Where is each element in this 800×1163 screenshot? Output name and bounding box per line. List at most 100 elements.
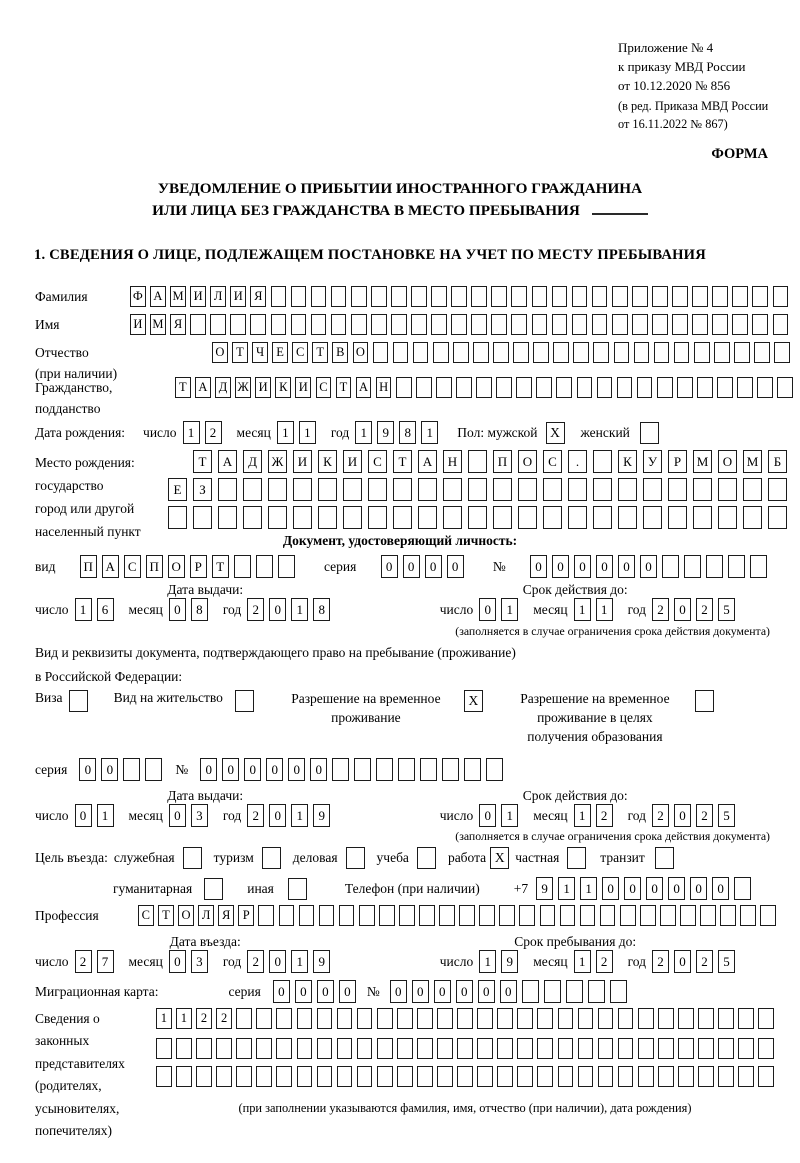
checkbox-visa[interactable] [68, 690, 88, 712]
char-cell[interactable] [559, 905, 576, 926]
char-cell[interactable] [278, 905, 295, 926]
char-cell[interactable]: П [145, 555, 163, 578]
char-cell[interactable] [609, 980, 627, 1003]
char-cell[interactable]: 1 [298, 421, 316, 444]
char-cell[interactable]: Ч [252, 342, 268, 363]
char-cell[interactable]: К [318, 450, 337, 473]
char-cell[interactable] [672, 286, 688, 307]
char-cell[interactable]: 9 [377, 421, 395, 444]
char-cell[interactable]: С [292, 342, 308, 363]
char-cell[interactable] [521, 980, 539, 1003]
char-cell[interactable]: 9 [501, 950, 519, 973]
char-cell[interactable] [276, 1038, 293, 1059]
char-cell[interactable] [468, 478, 487, 501]
char-cell[interactable] [392, 342, 409, 363]
checkbox-transit[interactable] [654, 847, 674, 869]
char-cell[interactable]: 5 [718, 598, 735, 621]
char-cell[interactable]: 9 [313, 804, 331, 827]
char-cell[interactable] [616, 377, 633, 398]
char-cell[interactable]: 0 [269, 804, 287, 827]
char-cell[interactable]: 0 [479, 598, 497, 621]
char-cell[interactable] [676, 377, 693, 398]
char-cell[interactable] [698, 1066, 714, 1087]
char-cell[interactable] [743, 506, 762, 529]
char-cell[interactable] [657, 1008, 674, 1029]
char-cell[interactable]: 3 [190, 950, 208, 973]
char-cell[interactable] [743, 478, 762, 501]
char-cell[interactable] [593, 478, 612, 501]
char-cell[interactable] [678, 1008, 694, 1029]
char-cell[interactable]: Л [210, 286, 226, 307]
char-cell[interactable] [579, 905, 596, 926]
char-cell[interactable]: 0 [477, 980, 495, 1003]
char-cell[interactable] [683, 555, 701, 578]
char-cell[interactable] [768, 478, 787, 501]
char-cell[interactable]: 0 [433, 980, 451, 1003]
char-cell[interactable]: Т [393, 450, 412, 473]
char-cell[interactable] [516, 377, 533, 398]
char-cell[interactable] [230, 314, 247, 335]
char-cell[interactable]: Т [312, 342, 329, 363]
char-cell[interactable] [543, 506, 562, 529]
char-cell[interactable]: 1 [291, 950, 309, 973]
char-cell[interactable]: П [79, 555, 97, 578]
char-cell[interactable] [477, 1008, 493, 1029]
char-cell[interactable]: 2 [247, 950, 265, 973]
char-cell[interactable]: 1 [595, 598, 613, 621]
char-cell[interactable]: 8 [190, 598, 208, 621]
char-cell[interactable] [210, 314, 226, 335]
char-cell[interactable] [479, 905, 496, 926]
char-cell[interactable] [752, 314, 769, 335]
char-cell[interactable] [556, 377, 573, 398]
char-cell[interactable] [486, 758, 504, 781]
char-cell[interactable]: 0 [200, 758, 218, 781]
char-cell[interactable] [497, 1038, 514, 1059]
char-cell[interactable] [637, 1038, 654, 1059]
char-cell[interactable] [565, 980, 583, 1003]
char-cell[interactable] [477, 1038, 493, 1059]
char-cell[interactable]: 0 [244, 758, 262, 781]
checkbox-temp-residence[interactable]: X [463, 690, 483, 712]
char-cell[interactable]: 0 [446, 555, 464, 578]
char-cell[interactable] [499, 905, 516, 926]
char-cell[interactable]: Т [232, 342, 248, 363]
char-cell[interactable]: 2 [696, 598, 713, 621]
char-cell[interactable] [336, 1066, 353, 1087]
char-cell[interactable]: И [295, 377, 312, 398]
char-cell[interactable]: 7 [96, 950, 114, 973]
char-cell[interactable] [705, 555, 723, 578]
char-cell[interactable] [661, 555, 679, 578]
char-cell[interactable] [276, 1066, 293, 1087]
char-cell[interactable]: 1 [573, 950, 591, 973]
char-cell[interactable] [457, 1008, 473, 1029]
char-cell[interactable]: 0 [690, 877, 708, 900]
char-cell[interactable] [531, 286, 548, 307]
char-cell[interactable]: 0 [294, 980, 312, 1003]
char-cell[interactable] [396, 1066, 413, 1087]
char-cell[interactable] [758, 1008, 775, 1029]
char-cell[interactable] [513, 342, 529, 363]
char-cell[interactable]: 0 [674, 950, 691, 973]
char-cell[interactable] [276, 1008, 293, 1029]
char-cell[interactable]: У [643, 450, 662, 473]
char-cell[interactable] [692, 286, 708, 307]
checkbox-edu-residence[interactable] [694, 690, 714, 712]
char-cell[interactable] [343, 478, 362, 501]
char-cell[interactable] [668, 506, 687, 529]
char-cell[interactable] [437, 1008, 453, 1029]
char-cell[interactable] [537, 1066, 554, 1087]
char-cell[interactable] [176, 1038, 192, 1059]
char-cell[interactable] [618, 506, 637, 529]
char-cell[interactable] [718, 1008, 734, 1029]
char-cell[interactable] [577, 1066, 594, 1087]
char-cell[interactable]: 0 [380, 555, 398, 578]
char-cell[interactable] [233, 555, 251, 578]
char-cell[interactable]: К [618, 450, 637, 473]
char-cell[interactable]: 1 [74, 598, 92, 621]
char-cell[interactable]: 0 [168, 950, 186, 973]
char-cell[interactable]: 0 [168, 804, 186, 827]
char-cell[interactable] [190, 314, 206, 335]
char-cell[interactable]: 0 [288, 758, 306, 781]
checkbox-private[interactable] [567, 847, 587, 869]
char-cell[interactable]: 0 [168, 598, 186, 621]
